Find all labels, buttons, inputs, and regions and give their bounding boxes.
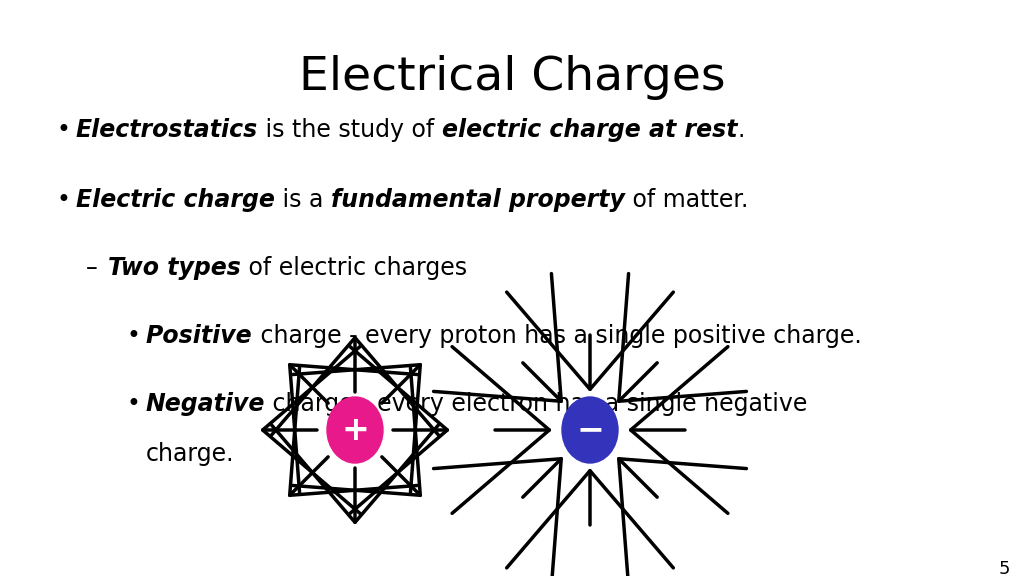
Text: 5: 5 (998, 560, 1010, 576)
Text: is the study of: is the study of (258, 118, 442, 142)
Ellipse shape (562, 397, 618, 463)
Text: •: • (56, 188, 70, 212)
Text: electric charge at rest: electric charge at rest (442, 118, 737, 142)
Text: Electrostatics: Electrostatics (76, 118, 258, 142)
Text: Two types: Two types (108, 256, 241, 280)
Text: charge - every proton has a single positive charge.: charge - every proton has a single posit… (253, 324, 861, 348)
Text: charge.: charge. (146, 442, 234, 466)
Text: Electrical Charges: Electrical Charges (299, 55, 725, 100)
Text: charge - every electron has a single negative: charge - every electron has a single neg… (265, 392, 808, 416)
Text: of electric charges: of electric charges (241, 256, 467, 280)
Text: fundamental property: fundamental property (331, 188, 625, 212)
Ellipse shape (327, 397, 383, 463)
Text: •: • (126, 324, 140, 348)
Text: is a: is a (274, 188, 331, 212)
Text: –: – (86, 256, 97, 280)
Text: •: • (126, 392, 140, 416)
Text: +: + (341, 414, 369, 446)
Text: Electric charge: Electric charge (76, 188, 274, 212)
Text: .: . (737, 118, 744, 142)
Text: Negative: Negative (146, 392, 265, 416)
Text: of matter.: of matter. (625, 188, 748, 212)
Text: Positive: Positive (146, 324, 253, 348)
Text: •: • (56, 118, 70, 142)
Text: −: − (575, 414, 604, 446)
